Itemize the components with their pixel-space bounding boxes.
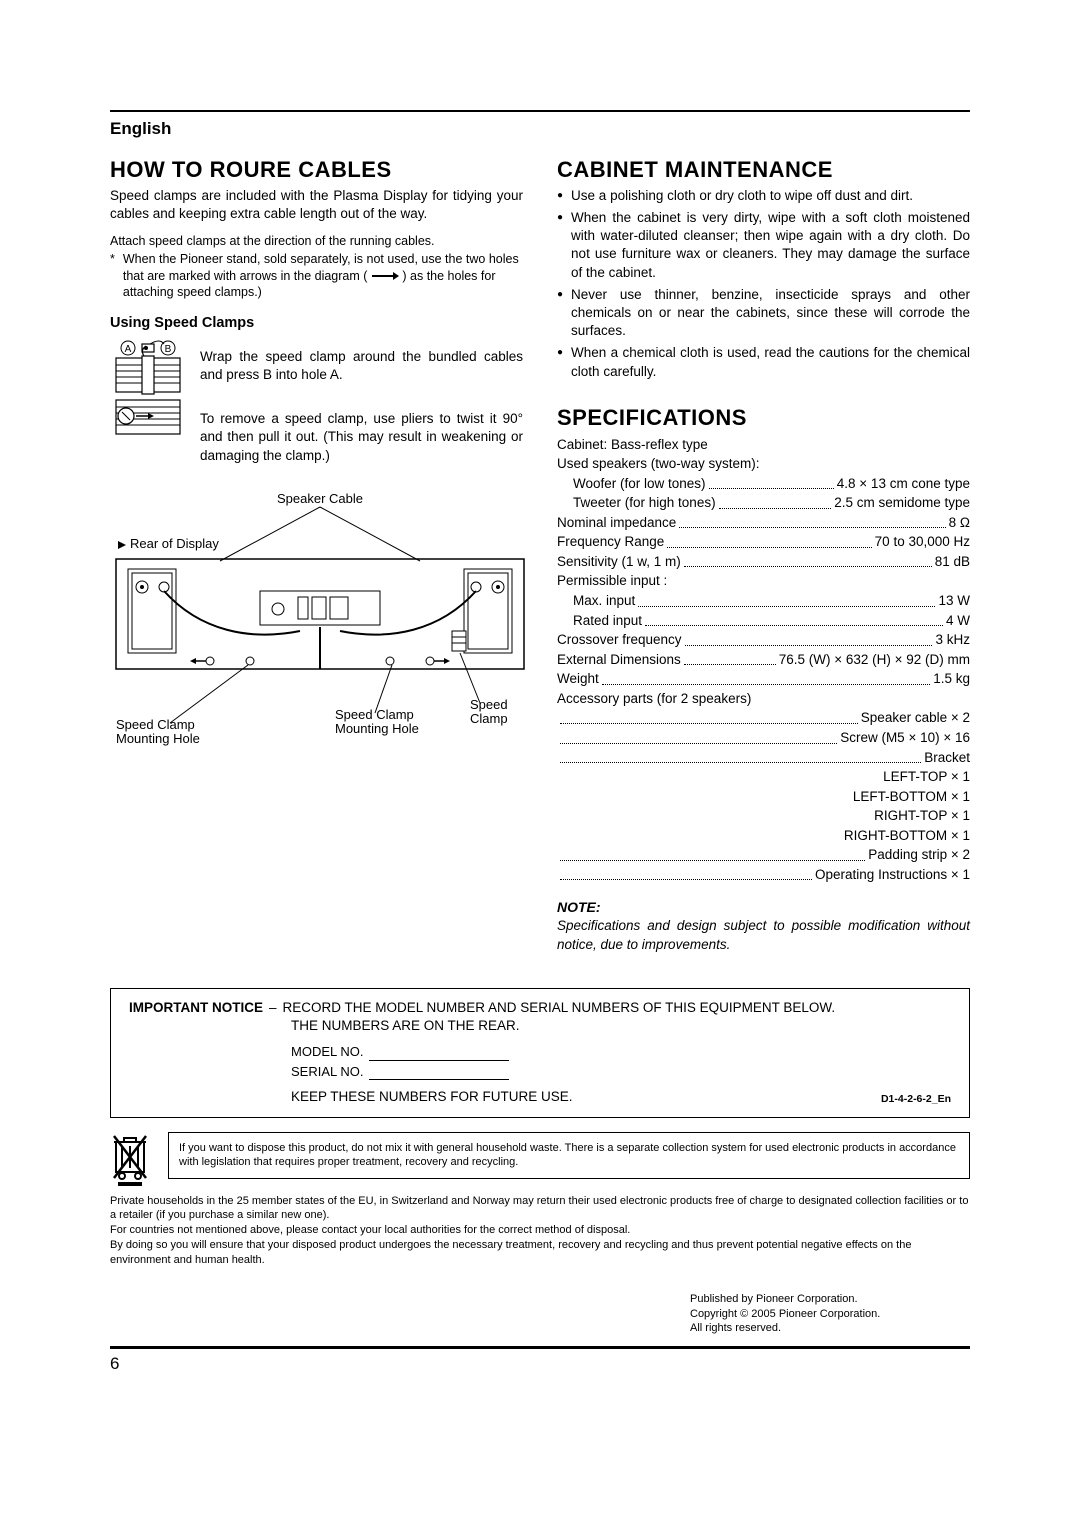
publisher-block: Published by Pioneer Corporation. Copyri… — [690, 1292, 970, 1337]
clamp-text-block: Wrap the speed clamp around the bundled … — [200, 340, 523, 465]
clamp-step-1: A B — [110, 340, 523, 465]
important-lead: IMPORTANT NOTICE — [129, 999, 263, 1017]
list-item: Use a polishing cloth or dry cloth to wi… — [557, 187, 970, 205]
language-label: English — [110, 118, 970, 141]
label-scb: Clamp — [470, 711, 508, 726]
svg-text:B: B — [165, 344, 172, 355]
important-text-2: THE NUMBERS ARE ON THE REAR. — [129, 1017, 951, 1035]
weee-p3: By doing so you will ensure that your di… — [110, 1238, 970, 1268]
spec-line: Max. input13 W — [557, 591, 970, 611]
clamp-text-2: To remove a speed clamp, use pliers to t… — [200, 402, 523, 465]
clamp-text-1: Wrap the speed clamp around the bundled … — [200, 340, 523, 384]
label-speaker-cable: Speaker Cable — [277, 491, 363, 506]
keep-text: KEEP THESE NUMBERS FOR FUTURE USE. — [129, 1088, 573, 1106]
model-block: MODEL NO. SERIAL NO. — [129, 1043, 951, 1080]
note-heading: NOTE: — [557, 898, 970, 917]
spec-line: Tweeter (for high tones)2.5 cm semidome … — [557, 493, 970, 513]
spec-block: Cabinet: Bass-reflex type Used speakers … — [557, 435, 970, 885]
subheading-speed-clamps: Using Speed Clamps — [110, 314, 523, 334]
spec-line: RIGHT-TOP × 1 — [557, 806, 970, 826]
footnote-text: When the Pioneer stand, sold separately,… — [123, 251, 523, 300]
important-notice-box: IMPORTANT NOTICE – RECORD THE MODEL NUMB… — [110, 988, 970, 1118]
heading-specifications: SPECIFICATIONS — [557, 403, 970, 433]
page-number: 6 — [110, 1353, 970, 1376]
label-scmh1: Speed Clamp — [116, 717, 195, 732]
spec-line: Screw (M5 × 10) × 16 — [557, 728, 970, 748]
spec-line: LEFT-BOTTOM × 1 — [557, 787, 970, 807]
left-column: HOW TO ROURE CABLES Speed clamps are inc… — [110, 155, 523, 954]
doc-code: D1-4-2-6-2_En — [881, 1092, 951, 1106]
keep-row: KEEP THESE NUMBERS FOR FUTURE USE. D1-4-… — [129, 1088, 951, 1106]
serial-no-line: SERIAL NO. — [291, 1063, 951, 1081]
serial-input-line[interactable] — [369, 1068, 509, 1080]
right-column: CABINET MAINTENANCE Use a polishing clot… — [557, 155, 970, 954]
rear-of-display-figure: Speaker Cable Rear of Display — [110, 491, 530, 751]
spec-line: LEFT-TOP × 1 — [557, 767, 970, 787]
weee-p1: Private households in the 25 member stat… — [110, 1194, 970, 1224]
important-dash: – — [269, 999, 277, 1017]
list-item: When the cabinet is very dirty, wipe wit… — [557, 209, 970, 282]
publisher-l3: All rights reserved. — [690, 1321, 970, 1336]
maintenance-list: Use a polishing cloth or dry cloth to wi… — [557, 187, 970, 381]
spec-line: Cabinet: Bass-reflex type — [557, 435, 970, 455]
label-scmh1b: Mounting Hole — [116, 731, 200, 746]
spec-line: Speaker cable × 2 — [557, 708, 970, 728]
spec-line: RIGHT-BOTTOM × 1 — [557, 826, 970, 846]
spec-line: Used speakers (two-way system): — [557, 454, 970, 474]
weee-p2: For countries not mentioned above, pleas… — [110, 1223, 970, 1238]
spec-line: Weight1.5 kg — [557, 669, 970, 689]
spec-line: Rated input4 W — [557, 611, 970, 631]
attach-note: Attach speed clamps at the direction of … — [110, 233, 523, 249]
spec-line: Padding strip × 2 — [557, 845, 970, 865]
important-line-1: IMPORTANT NOTICE – RECORD THE MODEL NUMB… — [129, 999, 951, 1017]
weee-section: If you want to dispose this product, do … — [110, 1132, 970, 1186]
serial-label: SERIAL NO. — [291, 1063, 363, 1081]
label-sc: Speed — [470, 697, 508, 712]
rule-top — [110, 110, 970, 112]
heading-cabinet-maintenance: CABINET MAINTENANCE — [557, 155, 970, 185]
spec-line: Crossover frequency3 kHz — [557, 630, 970, 650]
heading-route-cables: HOW TO ROURE CABLES — [110, 155, 523, 185]
two-column-layout: HOW TO ROURE CABLES Speed clamps are inc… — [110, 155, 970, 954]
publisher-l2: Copyright © 2005 Pioneer Corporation. — [690, 1307, 970, 1322]
svg-text:A: A — [125, 344, 132, 355]
arrow-right-icon — [371, 271, 399, 281]
spec-line: Accessory parts (for 2 speakers) — [557, 689, 970, 709]
weee-box-text: If you want to dispose this product, do … — [168, 1132, 970, 1180]
asterisk-icon: * — [110, 251, 115, 300]
label-rear: Rear of Display — [130, 536, 219, 551]
spec-line: Frequency Range70 to 30,000 Hz — [557, 532, 970, 552]
label-scmh2: Speed Clamp — [335, 707, 414, 722]
rule-bottom — [110, 1346, 970, 1349]
spec-line: Bracket — [557, 748, 970, 768]
spec-line: Permissible input : — [557, 571, 970, 591]
spec-line: Operating Instructions × 1 — [557, 865, 970, 885]
important-text-1: RECORD THE MODEL NUMBER AND SERIAL NUMBE… — [283, 999, 836, 1017]
list-item: When a chemical cloth is used, read the … — [557, 344, 970, 380]
spec-line: Sensitivity (1 w, 1 m)81 dB — [557, 552, 970, 572]
note-body: Specifications and design subject to pos… — [557, 917, 970, 953]
weee-paragraphs: Private households in the 25 member stat… — [110, 1194, 970, 1268]
publisher-l1: Published by Pioneer Corporation. — [690, 1292, 970, 1307]
weee-bin-icon — [110, 1132, 150, 1186]
spec-line: Nominal impedance8 Ω — [557, 513, 970, 533]
label-scmh2b: Mounting Hole — [335, 721, 419, 736]
list-item: Never use thinner, benzine, insecticide … — [557, 286, 970, 341]
model-input-line[interactable] — [369, 1049, 509, 1061]
intro-text: Speed clamps are included with the Plasm… — [110, 187, 523, 223]
footnote-star: * When the Pioneer stand, sold separatel… — [110, 251, 523, 300]
model-label: MODEL NO. — [291, 1043, 363, 1061]
spec-line: Woofer (for low tones)4.8 × 13 cm cone t… — [557, 474, 970, 494]
spec-line: External Dimensions76.5 (W) × 632 (H) × … — [557, 650, 970, 670]
clamp-figure-top: A B — [110, 340, 186, 440]
model-no-line: MODEL NO. — [291, 1043, 951, 1061]
